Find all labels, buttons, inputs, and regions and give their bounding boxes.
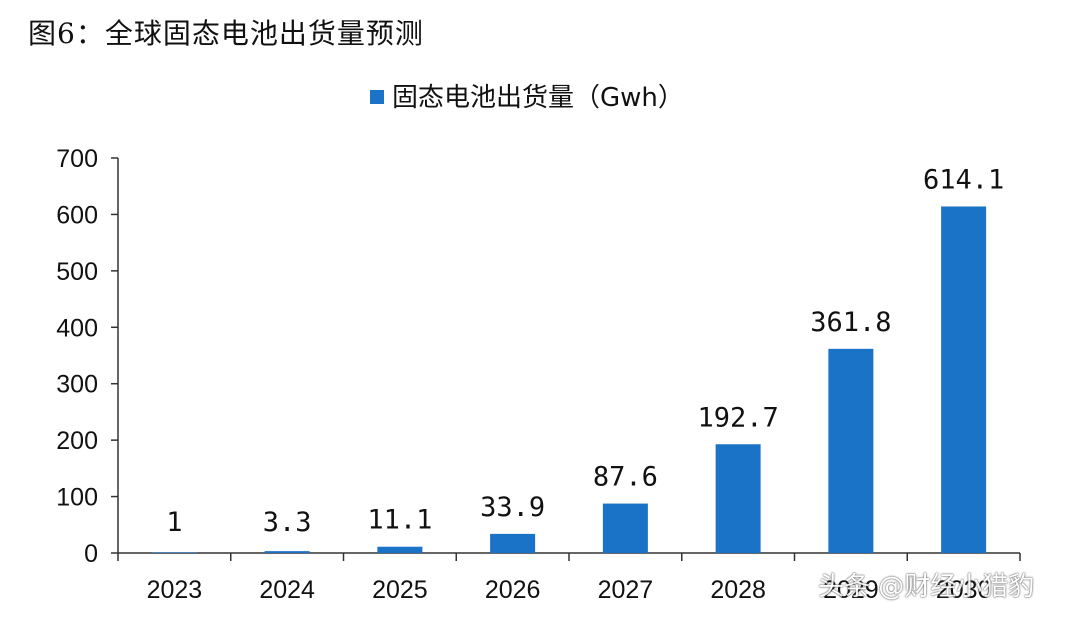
legend: 固态电池出货量（Gwh） xyxy=(370,83,684,113)
x-axis-ticks: 2023 2024 2025 2026 2027 2028 2029 2030 xyxy=(117,553,1021,604)
y-axis-ticks: 0 100 200 300 400 500 600 700 xyxy=(56,145,118,568)
x-tick-label: 2024 xyxy=(259,576,315,604)
y-tick-label: 200 xyxy=(56,427,98,455)
y-tick-label: 400 xyxy=(56,314,98,342)
axes xyxy=(117,158,1020,554)
legend-label: 固态电池出货量（Gwh） xyxy=(392,83,684,113)
y-tick-label: 100 xyxy=(56,484,98,512)
data-label: 1 xyxy=(166,507,182,538)
y-tick-label: 0 xyxy=(84,540,98,568)
watermark: 头条 @财经小猎豹 xyxy=(818,572,1035,602)
x-tick-label: 2030 xyxy=(936,576,992,604)
bar xyxy=(602,503,648,553)
bar xyxy=(828,348,874,553)
x-tick-label: 2025 xyxy=(372,576,428,604)
bar xyxy=(151,552,197,553)
data-label: 87.6 xyxy=(593,462,658,493)
data-labels: 1 3.3 11.1 33.9 87.6 192.7 361.8 614.1 xyxy=(166,164,1004,538)
x-tick-label: 2027 xyxy=(598,576,654,604)
bar xyxy=(941,206,987,553)
y-tick-label: 600 xyxy=(56,201,98,229)
x-tick-label: 2026 xyxy=(485,576,541,604)
x-tick-label: 2028 xyxy=(710,576,766,604)
bar xyxy=(490,533,536,553)
x-tick-label: 2023 xyxy=(147,576,203,604)
y-tick-label: 300 xyxy=(56,371,98,399)
data-label: 33.9 xyxy=(480,492,545,523)
bar xyxy=(377,546,423,553)
bar xyxy=(264,551,310,553)
data-label: 614.1 xyxy=(923,164,1004,195)
data-label: 192.7 xyxy=(697,402,778,433)
y-tick-label: 500 xyxy=(56,258,98,286)
figure-title: 图6：全球固态电池出货量预测 xyxy=(28,17,424,50)
data-label: 361.8 xyxy=(810,307,891,338)
data-label: 3.3 xyxy=(263,507,312,538)
y-tick-label: 700 xyxy=(56,145,98,173)
bar xyxy=(715,444,761,553)
bars xyxy=(151,206,987,553)
data-label: 11.1 xyxy=(367,505,432,536)
legend-swatch xyxy=(370,90,384,104)
x-tick-label: 2029 xyxy=(823,576,879,604)
